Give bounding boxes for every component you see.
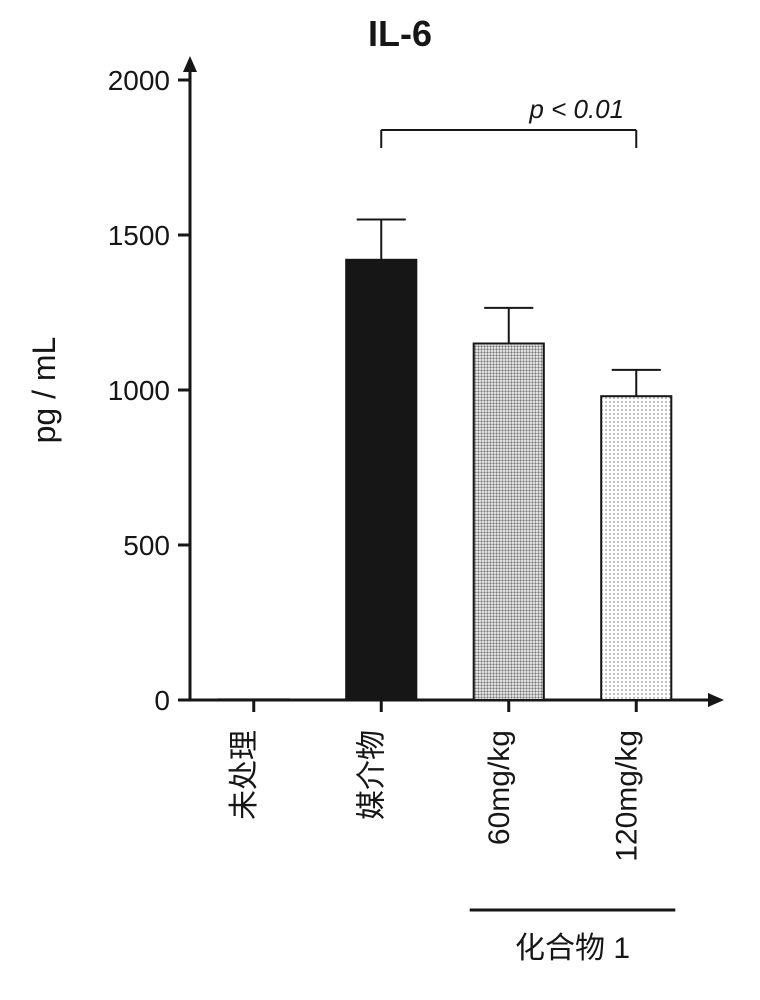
bar [474, 344, 544, 701]
p-value-label: p < 0.01 [528, 94, 624, 124]
category-label: 未处理 [228, 730, 261, 820]
bar [601, 396, 671, 700]
group-label: 化合物 1 [515, 932, 630, 965]
chart-title: IL-6 [368, 13, 432, 54]
y-axis-label: pg / mL [26, 337, 62, 444]
bar [346, 260, 416, 700]
y-tick-label: 0 [154, 685, 170, 716]
il6-bar-chart: IL-6 0 500 1000 1500 2000 pg / mL p < 0.01 未… [0, 0, 760, 1000]
category-label: 60mg/kg [483, 730, 516, 845]
y-tick-label: 500 [123, 530, 170, 561]
category-labels: 未处理 媒介物 60mg/kg 120mg/kg [228, 730, 644, 862]
y-tick-label: 2000 [108, 65, 170, 96]
bars-group [219, 260, 672, 701]
y-tick-label: 1500 [108, 220, 170, 251]
significance-bracket [381, 130, 636, 148]
y-tick-label: 1000 [108, 375, 170, 406]
category-label: 媒介物 [355, 730, 388, 820]
bar [219, 699, 289, 700]
category-label: 120mg/kg [610, 730, 643, 862]
